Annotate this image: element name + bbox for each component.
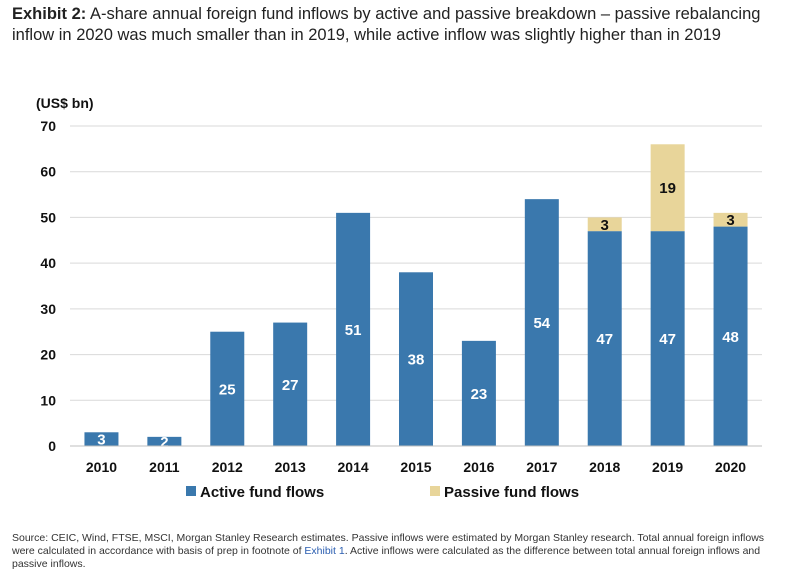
bar-active-2019[interactable]: [650, 231, 685, 446]
data-label-active-2017: 54: [533, 315, 550, 332]
data-label-active-2016: 23: [471, 386, 488, 403]
y-tick-label: 50: [40, 209, 56, 225]
bar-active-2011[interactable]: [147, 436, 182, 446]
bar-passive-2020[interactable]: [713, 212, 748, 227]
y-tick-label: 30: [40, 301, 56, 317]
data-label-active-2014: 51: [345, 322, 362, 339]
bar-active-2016[interactable]: [461, 340, 496, 446]
data-label-active-2020: 48: [722, 329, 739, 346]
x-tick-label: 2011: [149, 459, 180, 475]
bar-active-2010[interactable]: [84, 432, 119, 446]
data-label-passive-2020: 3: [726, 212, 734, 229]
x-tick-label: 2020: [715, 459, 746, 475]
chart-title: Exhibit 2: A-share annual foreign fund i…: [12, 4, 788, 46]
x-tick-label: 2016: [463, 459, 494, 475]
bar-active-2014[interactable]: [336, 212, 371, 446]
y-tick-label: 20: [40, 347, 56, 363]
bar-active-2013[interactable]: [273, 322, 308, 446]
x-tick-label: 2013: [275, 459, 306, 475]
data-label-active-2013: 27: [282, 377, 299, 394]
y-axis-unit-label: (US$ bn): [36, 95, 94, 111]
x-tick-label: 2014: [338, 459, 369, 475]
bar-active-2015[interactable]: [399, 272, 433, 446]
data-label-active-2011: 2: [160, 434, 168, 451]
data-label-active-2018: 47: [596, 331, 613, 348]
data-label-passive-2018: 3: [601, 217, 609, 234]
y-tick-label: 0: [48, 438, 56, 454]
data-label-passive-2019: 19: [659, 180, 676, 197]
footnote-text-before: Source: CEIC, Wind, FTSE, MSCI, Morgan S…: [12, 532, 765, 557]
bar-active-2017[interactable]: [524, 199, 559, 446]
data-label-active-2015: 38: [408, 352, 425, 369]
bar-active-2020[interactable]: [713, 226, 748, 446]
x-tick-label: 2010: [86, 459, 117, 475]
stacked-bar-chart: 3 2 25 27 51 38 23 54 47 3 47 19 48 3 (US$ bn) 0 10 20 30…: [36, 95, 762, 501]
x-tick-label: 2017: [526, 459, 557, 475]
legend-label-active: Active fund flows: [200, 484, 324, 501]
exhibit-label: Exhibit 2:: [12, 5, 87, 23]
y-tick-label: 60: [40, 164, 56, 180]
data-label-active-2012: 25: [219, 381, 236, 398]
legend-swatch-active: [186, 486, 196, 496]
y-tick-label: 70: [40, 118, 56, 134]
y-tick-label: 10: [40, 392, 56, 408]
x-tick-label: 2012: [212, 459, 243, 475]
legend-label-passive: Passive fund flows: [444, 484, 579, 501]
bar-passive-2018[interactable]: [587, 217, 622, 232]
x-tick-label: 2019: [652, 459, 683, 475]
bar-passive-2019[interactable]: [650, 144, 685, 232]
exhibit-1-link[interactable]: Exhibit 1: [304, 545, 345, 557]
data-label-active-2019: 47: [659, 331, 676, 348]
data-label-active-2010: 3: [97, 432, 105, 449]
footnote-text-after: . Active inflows were calculated as the …: [12, 545, 761, 570]
x-tick-label: 2018: [589, 459, 620, 475]
source-footnote: Source: CEIC, Wind, FTSE, MSCI, Morgan S…: [12, 532, 788, 571]
bar-active-2018[interactable]: [587, 231, 622, 446]
legend-swatch-passive: [430, 486, 440, 496]
bar-active-2012[interactable]: [210, 331, 245, 446]
x-tick-label: 2015: [400, 459, 431, 475]
y-tick-label: 40: [40, 255, 56, 271]
title-text: A-share annual foreign fund inflows by a…: [12, 5, 761, 44]
